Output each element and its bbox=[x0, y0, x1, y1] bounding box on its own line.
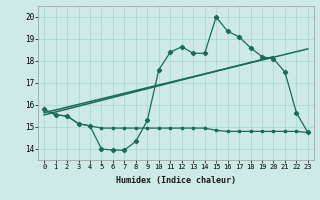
X-axis label: Humidex (Indice chaleur): Humidex (Indice chaleur) bbox=[116, 176, 236, 185]
